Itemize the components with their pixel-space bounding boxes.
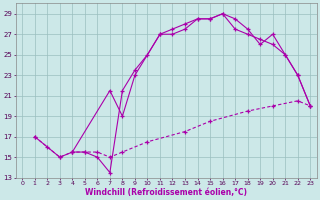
X-axis label: Windchill (Refroidissement éolien,°C): Windchill (Refroidissement éolien,°C) xyxy=(85,188,247,197)
